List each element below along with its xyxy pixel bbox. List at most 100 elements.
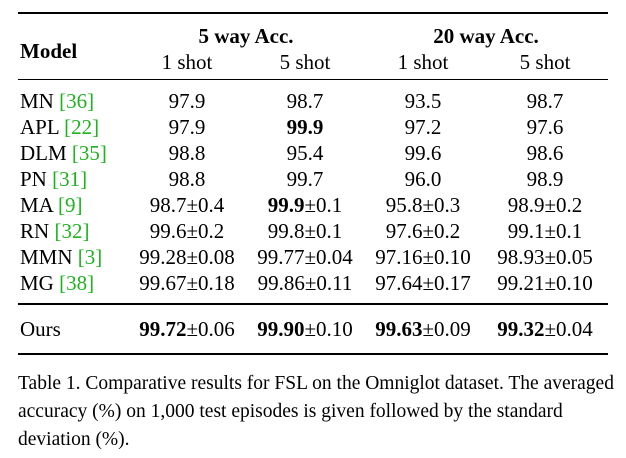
result-cell: 97.2 xyxy=(364,114,482,140)
model-name: Ours xyxy=(20,317,61,341)
model-cell: DLM [35] xyxy=(18,140,128,166)
result-cell: 99.1±0.1 xyxy=(482,218,608,244)
citation-number: 3 xyxy=(84,245,96,269)
result-cell: 97.6±0.2 xyxy=(364,218,482,244)
citation-number: 35 xyxy=(78,141,100,165)
result-cell: 98.8 xyxy=(128,140,246,166)
citation-number: 22 xyxy=(71,115,93,139)
result-mean: 97.16 xyxy=(375,245,423,269)
result-mean: 95.8 xyxy=(385,193,423,217)
citation-number: 36 xyxy=(66,89,88,113)
result-cell: 96.0 xyxy=(364,166,482,192)
model-name: RN xyxy=(20,219,50,243)
citation-link[interactable]: [36] xyxy=(59,89,95,113)
result-std: ±0.17 xyxy=(422,271,471,295)
result-cell: 99.6±0.2 xyxy=(128,218,246,244)
result-cell: 99.6 xyxy=(364,140,482,166)
header-shot: 1 shot xyxy=(161,50,213,74)
result-std: ±0.09 xyxy=(422,317,471,341)
result-cell: 99.8±0.1 xyxy=(246,218,364,244)
model-cell: MG [38] xyxy=(18,270,128,304)
result-mean: 99.7 xyxy=(286,167,324,191)
result-cell: 99.32±0.04 xyxy=(482,304,608,354)
citation-link[interactable]: [32] xyxy=(54,219,90,243)
result-mean: 97.64 xyxy=(375,271,423,295)
model-cell: MN [36] xyxy=(18,80,128,115)
table-caption: Table 1. Comparative results for FSL on … xyxy=(18,373,614,450)
header-row-shots: 1 shot 5 shot 1 shot 5 shot xyxy=(18,49,609,80)
result-std: ±0.08 xyxy=(186,245,235,269)
result-mean: 99.32 xyxy=(497,317,545,341)
result-mean: 99.6 xyxy=(404,141,442,165)
result-mean: 98.7 xyxy=(286,89,324,113)
result-mean: 99.86 xyxy=(257,271,305,295)
model-name: MMN xyxy=(20,245,73,269)
result-std: ±0.06 xyxy=(186,317,235,341)
result-cell: 99.90±0.10 xyxy=(246,304,364,354)
results-table-container: Model 5 way Acc. 20 way Acc. 1 shot 5 sh… xyxy=(18,12,609,355)
header-shot: 1 shot xyxy=(397,50,449,74)
result-mean: 98.8 xyxy=(168,141,206,165)
citation-link[interactable]: [22] xyxy=(64,115,100,139)
result-std: ±0.1 xyxy=(304,193,343,217)
citation-link[interactable]: [9] xyxy=(57,193,83,217)
result-std: ±0.10 xyxy=(422,245,471,269)
model-name: DLM xyxy=(20,141,67,165)
results-table: Model 5 way Acc. 20 way Acc. 1 shot 5 sh… xyxy=(18,12,609,355)
model-cell: PN [31] xyxy=(18,166,128,192)
result-std: ±0.2 xyxy=(186,219,225,243)
result-std: ±0.11 xyxy=(304,271,353,295)
result-cell: 97.64±0.17 xyxy=(364,270,482,304)
result-cell: 97.9 xyxy=(128,80,246,115)
result-cell: 97.16±0.10 xyxy=(364,244,482,270)
table-row: DLM [35] 98.8 95.4 99.6 98.6 xyxy=(18,140,608,166)
result-std: ±0.05 xyxy=(544,245,593,269)
result-std: ±0.3 xyxy=(422,193,461,217)
header-5way: 5 way Acc. xyxy=(198,24,294,48)
model-cell: MA [9] xyxy=(18,192,128,218)
table-row: MG [38] 99.67±0.18 99.86±0.11 97.64±0.17 99.… xyxy=(18,270,608,304)
result-mean: 98.93 xyxy=(497,245,545,269)
result-cell: 95.4 xyxy=(246,140,364,166)
result-std: ±0.1 xyxy=(544,219,583,243)
result-mean: 97.9 xyxy=(168,89,206,113)
citation-link[interactable]: [35] xyxy=(71,141,107,165)
header-row-groups: Model 5 way Acc. 20 way Acc. xyxy=(18,13,609,63)
citation-link[interactable]: [31] xyxy=(52,167,88,191)
table-row-ours: Ours 99.72±0.06 99.90±0.10 99.63±0.09 99… xyxy=(18,304,609,354)
result-cell: 97.9 xyxy=(128,114,246,140)
citation-link[interactable]: [3] xyxy=(77,245,103,269)
result-cell: 99.21±0.10 xyxy=(482,270,608,304)
result-cell: 99.86±0.11 xyxy=(246,270,364,304)
result-mean: 99.8 xyxy=(267,219,305,243)
result-mean: 99.1 xyxy=(507,219,545,243)
table-row: PN [31] 98.8 99.7 96.0 98.9 xyxy=(18,166,608,192)
result-std: ±0.2 xyxy=(422,219,461,243)
result-mean: 99.72 xyxy=(139,317,187,341)
result-cell: 99.77±0.04 xyxy=(246,244,364,270)
result-cell: 97.6 xyxy=(482,114,608,140)
result-mean: 96.0 xyxy=(404,167,442,191)
header-shot: 5 shot xyxy=(279,50,331,74)
model-name: PN xyxy=(20,167,47,191)
citation-link[interactable]: [38] xyxy=(59,271,95,295)
result-std: ±0.04 xyxy=(304,245,353,269)
result-std: ±0.2 xyxy=(544,193,583,217)
result-cell: 99.9 xyxy=(246,114,364,140)
result-mean: 99.28 xyxy=(139,245,187,269)
result-std: ±0.10 xyxy=(544,271,593,295)
result-mean: 99.9 xyxy=(267,193,305,217)
result-mean: 99.21 xyxy=(497,271,545,295)
table-row: MA [9] 98.7±0.4 99.9±0.1 95.8±0.3 98.9±0.2 xyxy=(18,192,608,218)
citation-number: 31 xyxy=(59,167,81,191)
table-row: RN [32] 99.6±0.2 99.8±0.1 97.6±0.2 99.1±0.1 xyxy=(18,218,608,244)
model-cell: MMN [3] xyxy=(18,244,128,270)
result-mean: 98.9 xyxy=(526,167,564,191)
result-std: ±0.1 xyxy=(304,219,343,243)
result-mean: 93.5 xyxy=(404,89,442,113)
model-cell: APL [22] xyxy=(18,114,128,140)
result-mean: 97.6 xyxy=(385,219,423,243)
model-name: MA xyxy=(20,193,53,217)
result-cell: 98.6 xyxy=(482,140,608,166)
model-name: MN xyxy=(20,89,54,113)
